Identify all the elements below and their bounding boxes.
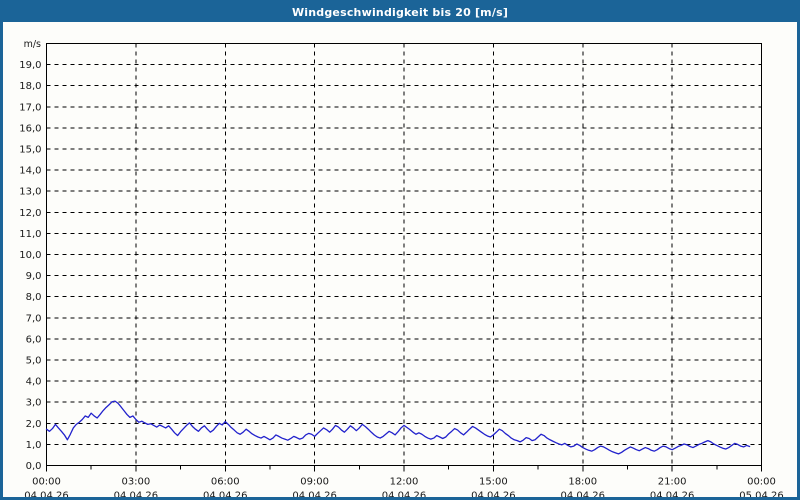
vertical-gridlines xyxy=(135,43,673,466)
x-axis-time-label: 09:00 xyxy=(300,477,329,488)
y-axis-tick-label: 0,0 xyxy=(26,461,42,472)
x-axis-time-label: 18:00 xyxy=(568,477,597,488)
y-axis-tick-label: 3,0 xyxy=(26,398,42,409)
y-axis-tick-labels: 0,0 1,0 2,0 3,0 4,0 5,0 6,0 7,0 8,0 9,0 10,0 11,0 12… xyxy=(19,60,41,472)
x-axis-date-label: 04.04.26 xyxy=(650,491,695,498)
x-axis-date-label: 04.04.26 xyxy=(292,491,337,498)
y-axis-tick-label: 2,0 xyxy=(26,419,42,430)
x-axis-date-label: 04.04.26 xyxy=(560,491,605,498)
wind-speed-line-chart: 0,0 1,0 2,0 3,0 4,0 5,0 6,0 7,0 8,0 9,0 10,0 11,0 12… xyxy=(3,22,797,497)
chart-plot-area: 0,0 1,0 2,0 3,0 4,0 5,0 6,0 7,0 8,0 9,0 10,0 11,0 12… xyxy=(3,22,797,497)
plot-frame xyxy=(46,43,762,466)
y-axis-tick-label: 10,0 xyxy=(19,250,41,261)
y-axis-tick-label: 14,0 xyxy=(19,166,41,177)
x-axis-time-label: 12:00 xyxy=(390,477,419,488)
y-axis-tick-label: 13,0 xyxy=(19,187,41,198)
x-axis-date-label: 04.04.26 xyxy=(382,491,427,498)
chart-background xyxy=(3,22,797,497)
x-axis-date-label: 04.04.26 xyxy=(114,491,159,498)
y-axis-unit-label: m/s xyxy=(24,39,41,50)
window-title: Windgeschwindigkeit bis 20 [m/s] xyxy=(291,6,509,19)
x-axis-time-label: 06:00 xyxy=(211,477,240,488)
window-titlebar: Windgeschwindigkeit bis 20 [m/s] xyxy=(3,3,797,22)
y-axis-tick-label: 7,0 xyxy=(26,313,42,324)
wind-speed-series-line xyxy=(45,400,751,455)
y-axis-tick-label: 17,0 xyxy=(19,102,41,113)
x-axis-date-label: 04.04.26 xyxy=(203,491,248,498)
y-axis-tick-label: 6,0 xyxy=(26,334,42,345)
y-axis-tick-label: 8,0 xyxy=(26,292,42,303)
y-axis-tick-label: 9,0 xyxy=(26,271,42,282)
y-axis-tick-label: 4,0 xyxy=(26,377,42,388)
y-axis-tick-label: 18,0 xyxy=(19,81,41,92)
x-axis-tick-labels: 00:00 04.04.26 03:00 04.04.26 06:00 04.04.26 0… xyxy=(24,477,784,498)
x-axis-date-label: 04.04.26 xyxy=(24,491,69,498)
x-axis-time-label: 03:00 xyxy=(121,477,150,488)
x-axis-time-label: 15:00 xyxy=(479,477,508,488)
y-axis-tick-label: 1,0 xyxy=(26,440,42,451)
x-axis-time-label: 00:00 xyxy=(32,477,61,488)
x-axis-time-label: 21:00 xyxy=(658,477,687,488)
x-axis-ticks xyxy=(46,465,762,472)
x-axis-date-label: 04.04.26 xyxy=(471,491,516,498)
x-axis-date-label: 05.04.26 xyxy=(739,491,784,498)
y-axis-tick-label: 5,0 xyxy=(26,356,42,367)
y-axis-tick-label: 11,0 xyxy=(19,229,41,240)
x-axis-time-label: 00:00 xyxy=(747,477,776,488)
y-axis-tick-label: 19,0 xyxy=(19,60,41,71)
y-axis-tick-label: 12,0 xyxy=(19,208,41,219)
horizontal-gridlines xyxy=(46,64,762,445)
y-axis-tick-label: 15,0 xyxy=(19,145,41,156)
y-axis-tick-label: 16,0 xyxy=(19,123,41,134)
